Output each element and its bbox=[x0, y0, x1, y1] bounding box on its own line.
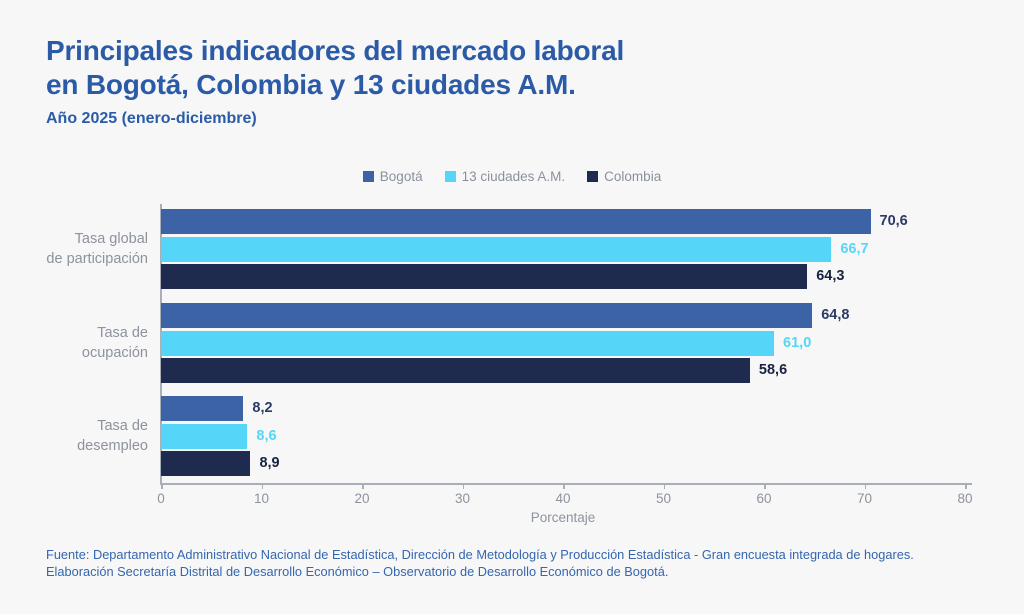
bar bbox=[161, 423, 248, 449]
x-axis-tick-mark bbox=[563, 483, 565, 489]
bar bbox=[161, 396, 244, 421]
x-axis-tick-mark bbox=[764, 483, 766, 489]
x-axis-title: Porcentaje bbox=[530, 510, 596, 525]
bar-value-label: 8,9 bbox=[259, 455, 280, 471]
category-label-line: Tasa global bbox=[74, 231, 148, 247]
x-axis-tick-label: 30 bbox=[454, 491, 471, 506]
x-axis-line bbox=[160, 483, 972, 485]
legend-swatch-icon bbox=[587, 171, 599, 182]
x-axis-tick-mark bbox=[864, 483, 866, 489]
bar bbox=[161, 264, 808, 289]
x-axis-tick-mark bbox=[362, 483, 364, 489]
source-note: Fuente: Departamento Administrativo Naci… bbox=[46, 546, 914, 580]
category-label-line: desempleo bbox=[77, 438, 148, 454]
page-title: Principales indicadores del mercado labo… bbox=[46, 34, 624, 102]
x-axis-tick-label: 40 bbox=[555, 491, 571, 506]
bar-value-label: 64,3 bbox=[816, 268, 845, 284]
bar bbox=[161, 236, 832, 262]
chart-legend: Bogotá 13 ciudades A.M. Colombia bbox=[0, 169, 1024, 184]
bar bbox=[161, 209, 871, 234]
category-label: Tasa global de participación bbox=[0, 229, 148, 269]
bar-value-label: 61,0 bbox=[783, 334, 812, 351]
bar-value-label: 64,8 bbox=[821, 307, 850, 323]
category-label: Tasa de desempleo bbox=[0, 416, 148, 456]
x-axis-tick-mark bbox=[965, 483, 967, 489]
bar bbox=[161, 330, 775, 356]
x-axis-tick-label: 20 bbox=[354, 491, 370, 506]
bar-value-label: 8,6 bbox=[256, 427, 277, 444]
x-axis-tick-mark bbox=[161, 483, 163, 489]
x-axis-tick-label: 10 bbox=[253, 491, 270, 506]
legend-label: 13 ciudades A.M. bbox=[461, 169, 566, 184]
page-title-line2: en Bogotá, Colombia y 13 ciudades A.M. bbox=[46, 69, 576, 100]
page-title-line1: Principales indicadores del mercado labo… bbox=[46, 35, 625, 66]
bar bbox=[161, 451, 251, 476]
legend-item-2: 13 ciudades A.M. bbox=[444, 169, 566, 184]
x-axis-tick-label: 70 bbox=[856, 491, 873, 506]
bar bbox=[161, 358, 750, 383]
category-label-line: Tasa de bbox=[97, 418, 148, 434]
y-axis-line bbox=[160, 204, 162, 483]
source-note-line2: Elaboración Secretaría Distrital de Desa… bbox=[46, 564, 669, 579]
category-label: Tasa de ocupación bbox=[0, 323, 148, 363]
bar-value-label: 58,6 bbox=[758, 362, 788, 378]
x-axis-tick-label: 0 bbox=[157, 491, 165, 506]
bar bbox=[161, 303, 813, 328]
legend-item-3: Colombia bbox=[587, 169, 661, 184]
category-label-line: Tasa de bbox=[97, 325, 148, 341]
source-note-line1: Fuente: Departamento Administrativo Naci… bbox=[46, 547, 914, 562]
legend-swatch-icon bbox=[444, 171, 456, 182]
legend-label: Colombia bbox=[604, 169, 662, 184]
x-axis-tick-mark bbox=[261, 483, 263, 489]
legend-label: Bogotá bbox=[379, 169, 423, 184]
category-label-line: de participación bbox=[46, 251, 148, 267]
legend-swatch-icon bbox=[362, 171, 374, 182]
x-axis-tick-label: 80 bbox=[957, 491, 973, 506]
x-axis-tick-label: 60 bbox=[756, 491, 772, 506]
legend-item-1: Bogotá bbox=[362, 169, 423, 184]
x-axis-tick-label: 50 bbox=[655, 491, 672, 506]
x-axis-tick-mark bbox=[663, 483, 665, 489]
category-label-line: ocupación bbox=[81, 345, 148, 361]
bar-value-label: 8,2 bbox=[252, 400, 273, 416]
chart-subtitle: Año 2025 (enero-diciembre) bbox=[46, 110, 257, 127]
bar-value-label: 70,6 bbox=[879, 213, 908, 229]
x-axis-tick-mark bbox=[462, 483, 464, 489]
bar-value-label: 66,7 bbox=[840, 240, 869, 257]
